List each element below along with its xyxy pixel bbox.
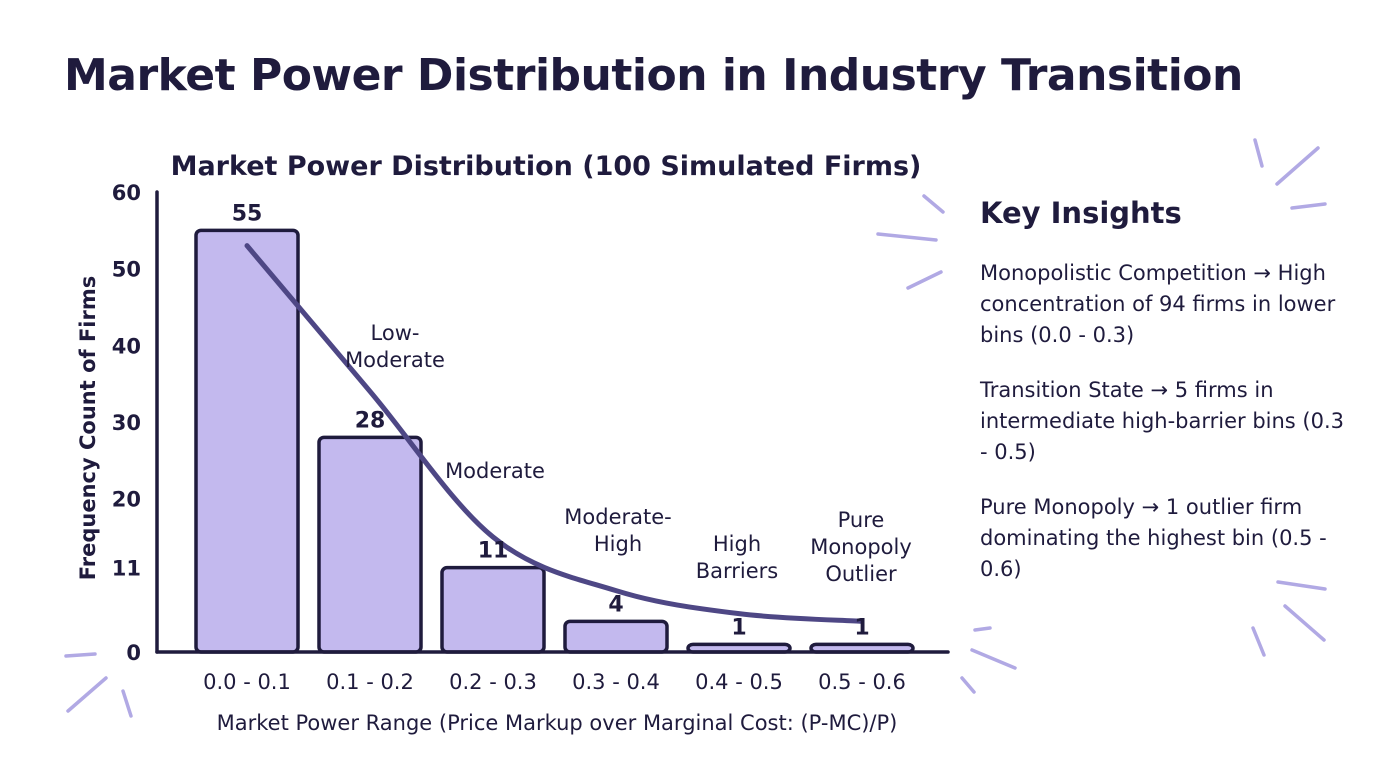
x-tick-label: 0.3 - 0.4 bbox=[572, 670, 660, 694]
insight-transition-state: Transition State → 5 firms in intermedia… bbox=[980, 378, 1345, 464]
y-tick-label: 11 bbox=[112, 557, 141, 581]
key-insights-panel: Key Insights Monopolistic Competition → … bbox=[980, 196, 1350, 609]
y-tick-label: 20 bbox=[112, 488, 141, 512]
annotation-label: Pure Monopoly Outlier bbox=[810, 508, 912, 586]
y-tick-label: 30 bbox=[112, 411, 141, 435]
annotation-label: High Barriers bbox=[696, 532, 779, 583]
decoration-stroke bbox=[1276, 580, 1327, 591]
bar-0-2-0-3 bbox=[440, 565, 546, 654]
decoration-stroke bbox=[64, 652, 97, 658]
x-tick-label: 0.5 - 0.6 bbox=[818, 670, 906, 694]
insight-pure-monopoly: Pure Monopoly → 1 outlier firm dominatin… bbox=[980, 495, 1327, 581]
y-tick-label: 40 bbox=[112, 334, 141, 358]
insight-monopolistic-competition: Monopolistic Competition → High concentr… bbox=[980, 261, 1336, 347]
trend-line bbox=[244, 243, 865, 624]
decoration-stroke bbox=[1290, 202, 1327, 210]
bar-0-0-0-1 bbox=[194, 228, 300, 654]
decoration-stroke bbox=[1275, 146, 1320, 186]
y-axis-label: Frequency Count of Firms bbox=[76, 276, 100, 580]
annotation-label: Low-Moderate bbox=[345, 321, 445, 372]
decoration-stroke bbox=[922, 194, 945, 214]
decoration-stroke bbox=[1253, 138, 1264, 168]
bar-0-3-0-4 bbox=[563, 619, 669, 654]
y-tick-label: 50 bbox=[112, 258, 141, 282]
y-tick-label: 60 bbox=[112, 181, 141, 205]
page-title: Market Power Distribution in Industry Tr… bbox=[64, 50, 1243, 101]
x-tick-label: 0.2 - 0.3 bbox=[449, 670, 537, 694]
y-tick-label: 0 bbox=[126, 641, 141, 665]
x-tick-label: 0.1 - 0.2 bbox=[326, 670, 414, 694]
data-label: 55 bbox=[232, 201, 263, 226]
data-label: 4 bbox=[608, 592, 623, 617]
annotation-label: Moderate bbox=[445, 459, 545, 483]
annotation-label: Moderate-High bbox=[564, 505, 671, 556]
x-axis-label: Market Power Range (Price Markup over Ma… bbox=[217, 711, 898, 735]
chart-title: Market Power Distribution (100 Simulated… bbox=[171, 151, 922, 182]
data-label: 28 bbox=[355, 408, 386, 433]
decoration-stroke bbox=[970, 648, 1017, 670]
decoration-stroke bbox=[876, 232, 938, 242]
data-label: 1 bbox=[854, 615, 869, 640]
bar-0-1-0-2 bbox=[317, 435, 423, 654]
decoration-stroke bbox=[960, 676, 976, 694]
decoration-stroke bbox=[973, 626, 992, 632]
x-tick-label: 0.0 - 0.1 bbox=[203, 670, 291, 694]
insights-title: Key Insights bbox=[980, 196, 1182, 230]
decoration-stroke bbox=[1283, 604, 1326, 642]
x-tick-label: 0.4 - 0.5 bbox=[695, 670, 783, 694]
decoration-stroke bbox=[121, 689, 133, 718]
decoration-stroke bbox=[66, 676, 108, 713]
decoration-stroke bbox=[906, 270, 943, 290]
data-label: 1 bbox=[731, 615, 746, 640]
decoration-stroke bbox=[1251, 626, 1266, 657]
data-label: 11 bbox=[478, 539, 509, 564]
